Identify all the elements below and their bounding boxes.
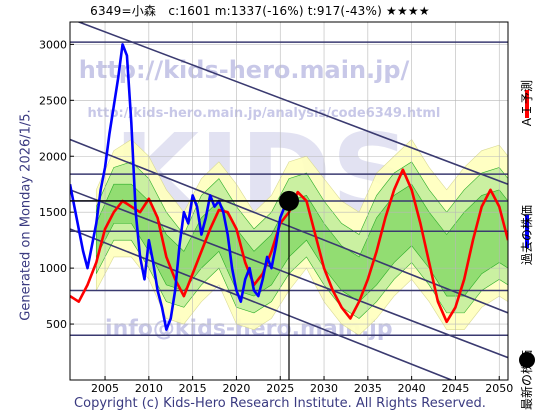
x-tick-label-2010: 2010	[135, 382, 163, 395]
x-tick-label-2020: 2020	[222, 382, 250, 395]
axes-layer: 2005 2010 2015 2020 2025 2030 2035 2040 2045 2050…	[39, 21, 513, 395]
y-tick-label-2000: 2000	[39, 150, 67, 163]
y-tick-label-3000: 3000	[39, 38, 67, 51]
x-tick-label-2050: 2050	[485, 382, 513, 395]
y-tick-label-1000: 1000	[39, 262, 67, 275]
legend-label-2: 最新の株価	[519, 350, 534, 410]
current-price-layer	[70, 190, 299, 380]
x-tick-label-2045: 2045	[441, 382, 469, 395]
y-tick-label-500: 500	[46, 318, 67, 331]
copyright-footer: Copyright (c) Kids-Hero Research Institu…	[74, 396, 486, 411]
x-tick-label-2025: 2025	[266, 382, 294, 395]
x-tick-label-2030: 2030	[310, 382, 338, 395]
current-price-dot	[279, 190, 299, 211]
watermark-url: http://kids-hero.main.jp/	[79, 56, 410, 84]
watermark-analysis-url: http://kids-hero.main.jp/analysis/code63…	[88, 106, 441, 121]
legend-label-1: 過去の株価	[519, 205, 534, 265]
band-inner	[95, 183, 508, 303]
y-tick-label-1500: 1500	[39, 206, 67, 219]
x-tick-label-2040: 2040	[398, 382, 426, 395]
y-tick-label-2500: 2500	[39, 94, 67, 107]
legend-swatch-2	[519, 352, 535, 368]
chart-title: 6349=小森 c:1601 m:1337(-16%) t:917(-43%) …	[90, 4, 430, 18]
trend-line-0	[76, 22, 508, 185]
plot-frame	[69, 21, 509, 381]
x-tick-label-2005: 2005	[91, 382, 119, 395]
x-tick-label-2015: 2015	[179, 382, 207, 395]
legend-label-0: ＡＩ予測	[520, 80, 534, 128]
past-price-line	[70, 43, 291, 331]
x-tick-label-2035: 2035	[354, 382, 382, 395]
